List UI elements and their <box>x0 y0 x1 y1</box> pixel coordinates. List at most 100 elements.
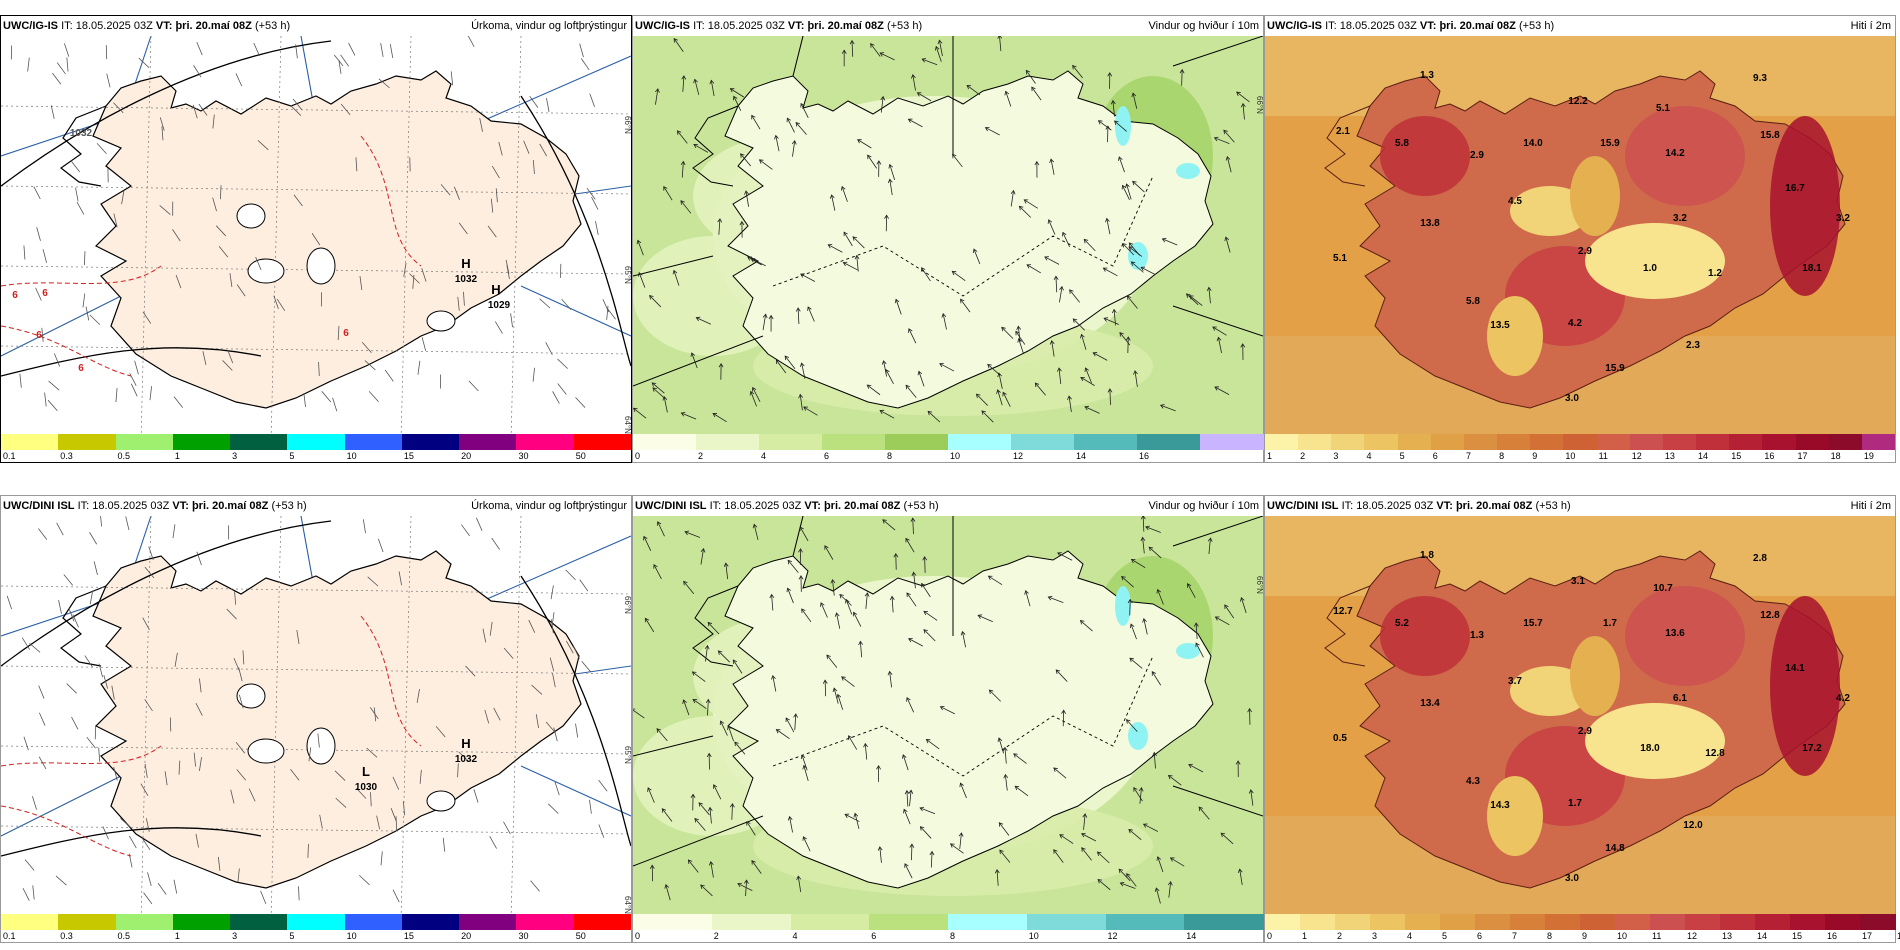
temperature-label: 2.9 <box>1470 150 1484 161</box>
region-boundary <box>1172 36 1263 67</box>
wind-arrow <box>734 741 746 755</box>
isobar <box>1 347 262 377</box>
temp-map[interactable]: 1.8 2.8 3.1 10.7 12.7 5.2 1.3 15.7 1.7 12.8 13.6 14… <box>1265 516 1895 922</box>
wind-arrow-head <box>1121 576 1126 581</box>
wind-panel-top[interactable]: UWC/IG-IS IT: 18.05.2025 03Z VT: þri. 20… <box>632 15 1264 463</box>
wind-arrow-head <box>1156 856 1162 861</box>
wind-arrow <box>857 139 872 149</box>
colorbar-swatch <box>1011 434 1075 450</box>
panel-title: UWC/IG-IS IT: 18.05.2025 03Z VT: þri. 20… <box>1 16 631 36</box>
wind-arrow <box>853 612 862 627</box>
colorbar-swatch <box>401 914 460 930</box>
wind-arrow-head <box>1103 317 1109 322</box>
wind-arrow <box>906 790 909 807</box>
wind-barb <box>174 652 178 667</box>
precip-panel-top[interactable]: UWC/IG-IS IT: 18.05.2025 03Z VT: þri. 20… <box>0 15 632 463</box>
wind-arrow <box>1129 657 1143 669</box>
wind-arrow <box>1133 787 1143 802</box>
wind-arrow-head <box>1001 326 1006 332</box>
precip-map[interactable]: H 1032 L 1030 66°N 65°N 64°N <box>1 516 631 922</box>
colorbar-swatch <box>230 434 288 450</box>
temperature-label: 3.0 <box>1565 873 1579 884</box>
colorbar-tick-label: 0.3 <box>60 451 73 461</box>
wind-arrow <box>652 387 666 399</box>
wind-barb <box>159 205 171 215</box>
temperature-label: 12.8 <box>1705 748 1725 759</box>
wind-arrow-head <box>1049 158 1054 164</box>
wind-barb <box>63 574 74 586</box>
wind-arrow <box>787 560 799 573</box>
wind-barb <box>19 373 22 388</box>
wind-barb <box>38 685 45 699</box>
region-boundary <box>633 735 714 757</box>
wind-arrow-head <box>877 846 883 851</box>
wind-arrow <box>651 382 665 394</box>
colorbar-swatch <box>459 914 517 930</box>
wind-arrow <box>831 194 836 211</box>
wind-arrow-head <box>836 693 842 699</box>
pressure-center-value: 1032 <box>455 754 478 765</box>
wind-arrow-head <box>1223 129 1228 135</box>
wind-barb <box>227 349 234 364</box>
wind-arrow <box>762 314 767 331</box>
wind-arrow-head <box>785 717 790 723</box>
wind-arrow-head <box>1097 879 1103 884</box>
wind-arrow <box>978 614 993 623</box>
wind-arrow <box>681 161 684 178</box>
wind-arrow <box>1142 516 1145 532</box>
wind-arrow-head <box>894 298 900 304</box>
colorbar-swatch <box>790 914 870 930</box>
wind-arrow-head <box>752 386 757 392</box>
temp-map[interactable]: 1.3 9.3 12.2 5.1 2.1 5.8 2.9 14.0 15.9 15.8 14.2 16… <box>1265 36 1895 442</box>
wind-arrow-head <box>769 593 775 599</box>
wind-barb <box>196 41 203 56</box>
lead-time: (+53 h) <box>1535 500 1571 512</box>
wind-arrow-head <box>908 637 913 643</box>
colorbar-swatch <box>459 434 517 450</box>
wind-arrow-head <box>799 526 804 532</box>
wind-barb <box>42 249 47 263</box>
precip-layer: H 1032 L 1030 66°N 65°N 64°N <box>1 516 631 922</box>
wind-barb <box>403 262 407 277</box>
wind-arrow-head <box>707 806 713 812</box>
wind-barb <box>493 707 501 721</box>
wind-panel-bottom[interactable]: UWC/DINI ISL IT: 18.05.2025 03Z VT: þri.… <box>632 495 1264 943</box>
wind-arrow-head <box>1247 707 1253 713</box>
colorbar-swatch <box>633 914 713 930</box>
wind-barb <box>495 188 498 203</box>
wind-arrow <box>1130 623 1137 640</box>
wind-arrow <box>698 802 710 816</box>
temp-panel-bottom[interactable]: UWC/DINI ISL IT: 18.05.2025 03Z VT: þri.… <box>1264 495 1900 943</box>
wind-barb <box>130 383 138 397</box>
wind-arrow-head <box>676 130 682 135</box>
wind-arrow-head <box>975 393 981 399</box>
wind-arrow <box>1053 767 1067 779</box>
wind-map[interactable]: 66°N <box>633 36 1263 442</box>
model-name: UWC/DINI ISL <box>635 500 707 512</box>
wind-arrow-head <box>901 754 907 759</box>
wind-arrow-head <box>1213 136 1219 142</box>
wind-arrow <box>903 809 911 825</box>
wind-arrow <box>1225 236 1231 253</box>
wind-barb <box>253 42 260 57</box>
precip-map[interactable]: H 1032 H 1029 1032 6 6 6 6 6 66°N 65°N 64°N <box>1 36 631 442</box>
wind-arrow-head <box>1235 760 1241 765</box>
wind-arrow-head <box>700 884 705 889</box>
gust-area <box>1115 106 1131 146</box>
wind-arrow <box>1103 267 1118 277</box>
wind-arrow <box>737 883 753 891</box>
wind-barb <box>547 803 559 814</box>
valid-time: þri. 20.maí 08Z <box>823 500 901 512</box>
temp-panel-top[interactable]: UWC/IG-IS IT: 18.05.2025 03Z VT: þri. 20… <box>1264 15 1896 463</box>
wind-arrow <box>1139 787 1142 804</box>
wind-arrow-head <box>682 699 687 705</box>
product-name: Hiti í 2m <box>1850 20 1891 32</box>
wind-arrow-head <box>1047 595 1053 601</box>
wind-arrow-head <box>996 389 1001 394</box>
wind-arrow-head <box>656 521 662 526</box>
wind-barb <box>120 818 132 829</box>
precip-panel-bottom[interactable]: UWC/DINI ISL IT: 18.05.2025 03Z VT: þri.… <box>0 495 632 943</box>
wind-barb <box>317 733 320 748</box>
wind-map[interactable]: 66°N <box>633 516 1263 922</box>
colorbar-swatch <box>1696 434 1730 450</box>
